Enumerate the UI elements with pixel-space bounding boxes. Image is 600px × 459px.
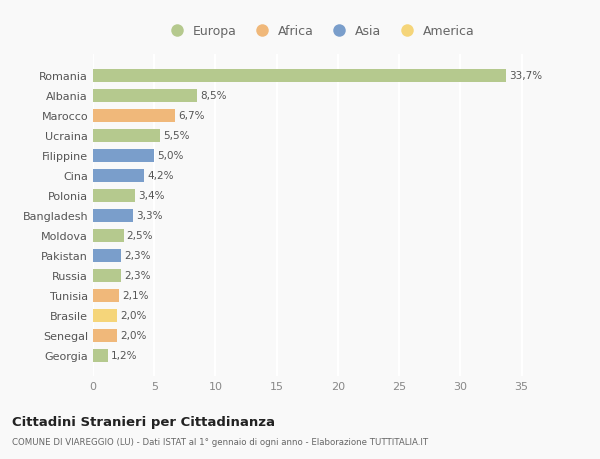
Bar: [93, 209, 133, 222]
Bar: [93, 269, 121, 282]
Bar: [93, 169, 145, 182]
Bar: [93, 349, 107, 362]
Bar: [93, 129, 160, 142]
Legend: Europa, Africa, Asia, America: Europa, Africa, Asia, America: [162, 23, 477, 41]
Bar: [93, 110, 175, 123]
Text: 6,7%: 6,7%: [178, 111, 205, 121]
Text: 2,0%: 2,0%: [121, 310, 147, 320]
Text: 4,2%: 4,2%: [148, 171, 174, 181]
Text: Cittadini Stranieri per Cittadinanza: Cittadini Stranieri per Cittadinanza: [12, 415, 275, 428]
Text: 5,5%: 5,5%: [163, 131, 190, 141]
Bar: [93, 189, 134, 202]
Text: 2,3%: 2,3%: [124, 270, 151, 280]
Text: 5,0%: 5,0%: [157, 151, 184, 161]
Text: 3,4%: 3,4%: [137, 191, 164, 201]
Text: 2,1%: 2,1%: [122, 291, 148, 301]
Text: 8,5%: 8,5%: [200, 91, 227, 101]
Bar: [93, 249, 121, 262]
Bar: [93, 229, 124, 242]
Text: 2,5%: 2,5%: [127, 231, 153, 241]
Bar: [93, 150, 154, 162]
Bar: [93, 329, 118, 342]
Text: 2,0%: 2,0%: [121, 330, 147, 340]
Text: 1,2%: 1,2%: [111, 350, 137, 360]
Bar: [93, 289, 119, 302]
Bar: [93, 90, 197, 102]
Bar: [93, 309, 118, 322]
Text: 2,3%: 2,3%: [124, 251, 151, 261]
Text: COMUNE DI VIAREGGIO (LU) - Dati ISTAT al 1° gennaio di ogni anno - Elaborazione : COMUNE DI VIAREGGIO (LU) - Dati ISTAT al…: [12, 437, 428, 446]
Text: 3,3%: 3,3%: [136, 211, 163, 221]
Bar: [93, 70, 506, 83]
Text: 33,7%: 33,7%: [509, 71, 542, 81]
